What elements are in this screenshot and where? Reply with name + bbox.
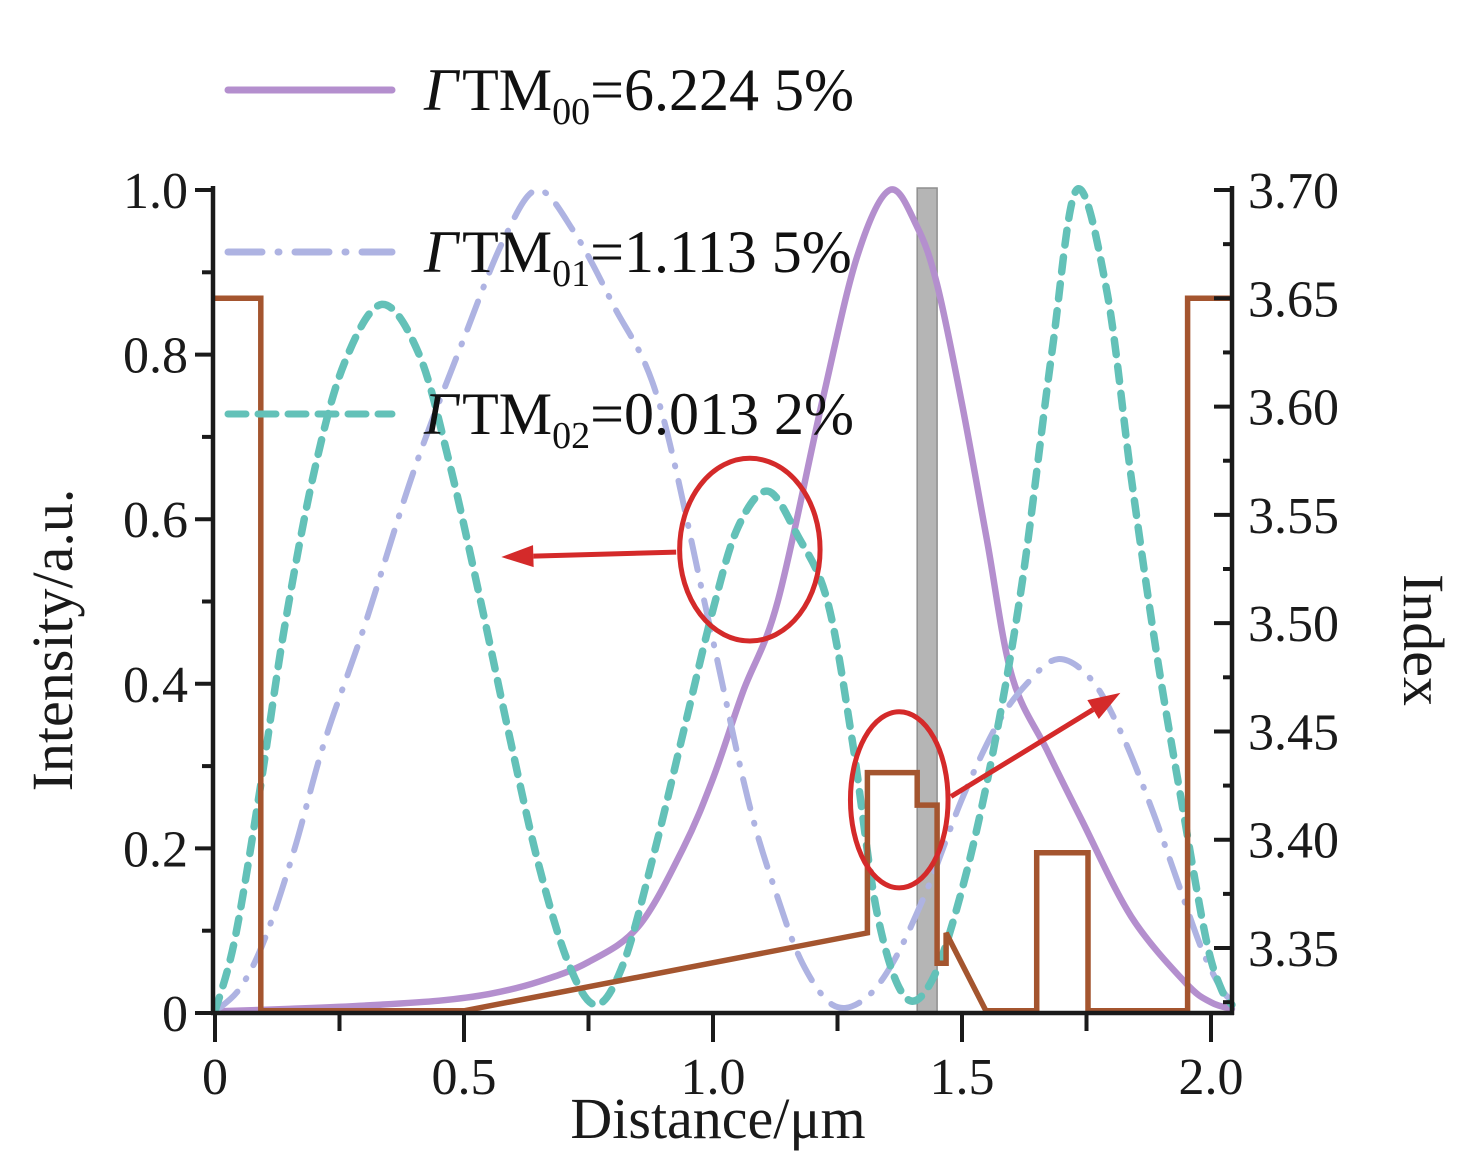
layer-index-profile	[215, 295, 1232, 1014]
layer-curves	[211, 184, 1236, 1016]
legend: ΓTM00=6.224 5% ΓTM01=1.113 5% ΓTM02=0.013 …	[224, 57, 854, 457]
y-right-axis-title: Index	[1391, 574, 1456, 706]
annotation-arrow-1-head	[501, 545, 534, 568]
layer-axes: 0 0.5 1.0 1.5 2.0 0 0.2 0.4 0.6 0.8 1.0 3.35 3.40 3.4…	[123, 163, 1339, 1106]
x-tick-label: 0.5	[432, 1049, 497, 1106]
tm01-curve	[212, 187, 1235, 1015]
y-right-tick-label: 3.50	[1248, 596, 1339, 653]
legend-item-tm00: ΓTM00=6.224 5%	[224, 57, 854, 133]
y-left-tick-label: 0.6	[123, 492, 188, 549]
y-left-tick-label: 0.4	[123, 657, 188, 714]
annotation-arrow-2-head	[1087, 692, 1121, 719]
tm02-curve	[211, 184, 1236, 1016]
y-right-tick-label: 3.60	[1248, 380, 1339, 437]
y-left-tick-label: 0.2	[123, 821, 188, 878]
y-right-tick-label: 3.70	[1248, 163, 1339, 220]
y-left-axis-title: Intensity/a.u.	[20, 489, 85, 792]
y-right-tick-label: 3.45	[1248, 704, 1339, 761]
active-region-band	[916, 187, 938, 1014]
legend-label: ΓTM02=0.013 2%	[423, 381, 854, 457]
x-axis-title: Distance/μm	[570, 1086, 865, 1151]
legend-label: ΓTM01=1.113 5%	[423, 219, 852, 295]
annotation-ellipse-2	[847, 709, 951, 891]
annotation-ellipse-1	[677, 455, 823, 644]
annotation-arrow-2-line	[949, 707, 1095, 799]
y-right-tick-label: 3.40	[1248, 813, 1339, 870]
x-tick-label: 0	[202, 1049, 228, 1106]
x-tick-label: 1.0	[681, 1049, 746, 1106]
y-right-tick-label: 3.65	[1248, 271, 1339, 328]
y-right-tick-label: 3.35	[1248, 921, 1339, 978]
legend-item-tm01: ΓTM01=1.113 5%	[224, 219, 852, 295]
legend-label: ΓTM00=6.224 5%	[423, 57, 854, 133]
annotation-arrow-1-line	[533, 549, 677, 559]
layer-band	[916, 187, 938, 1014]
layer-annotations	[501, 455, 1121, 891]
legend-item-tm02: ΓTM02=0.013 2%	[224, 381, 854, 457]
y-left-tick-label: 0.8	[123, 328, 188, 385]
tm00-curve	[211, 186, 1236, 1015]
x-tick-label: 1.5	[930, 1049, 995, 1106]
y-left-tick-label: 1.0	[123, 163, 188, 220]
x-tick-label: 2.0	[1179, 1049, 1244, 1106]
y-left-tick-label: 0	[162, 986, 188, 1043]
index-profile-curve	[215, 295, 1232, 1014]
y-right-tick-label: 3.55	[1248, 488, 1339, 545]
